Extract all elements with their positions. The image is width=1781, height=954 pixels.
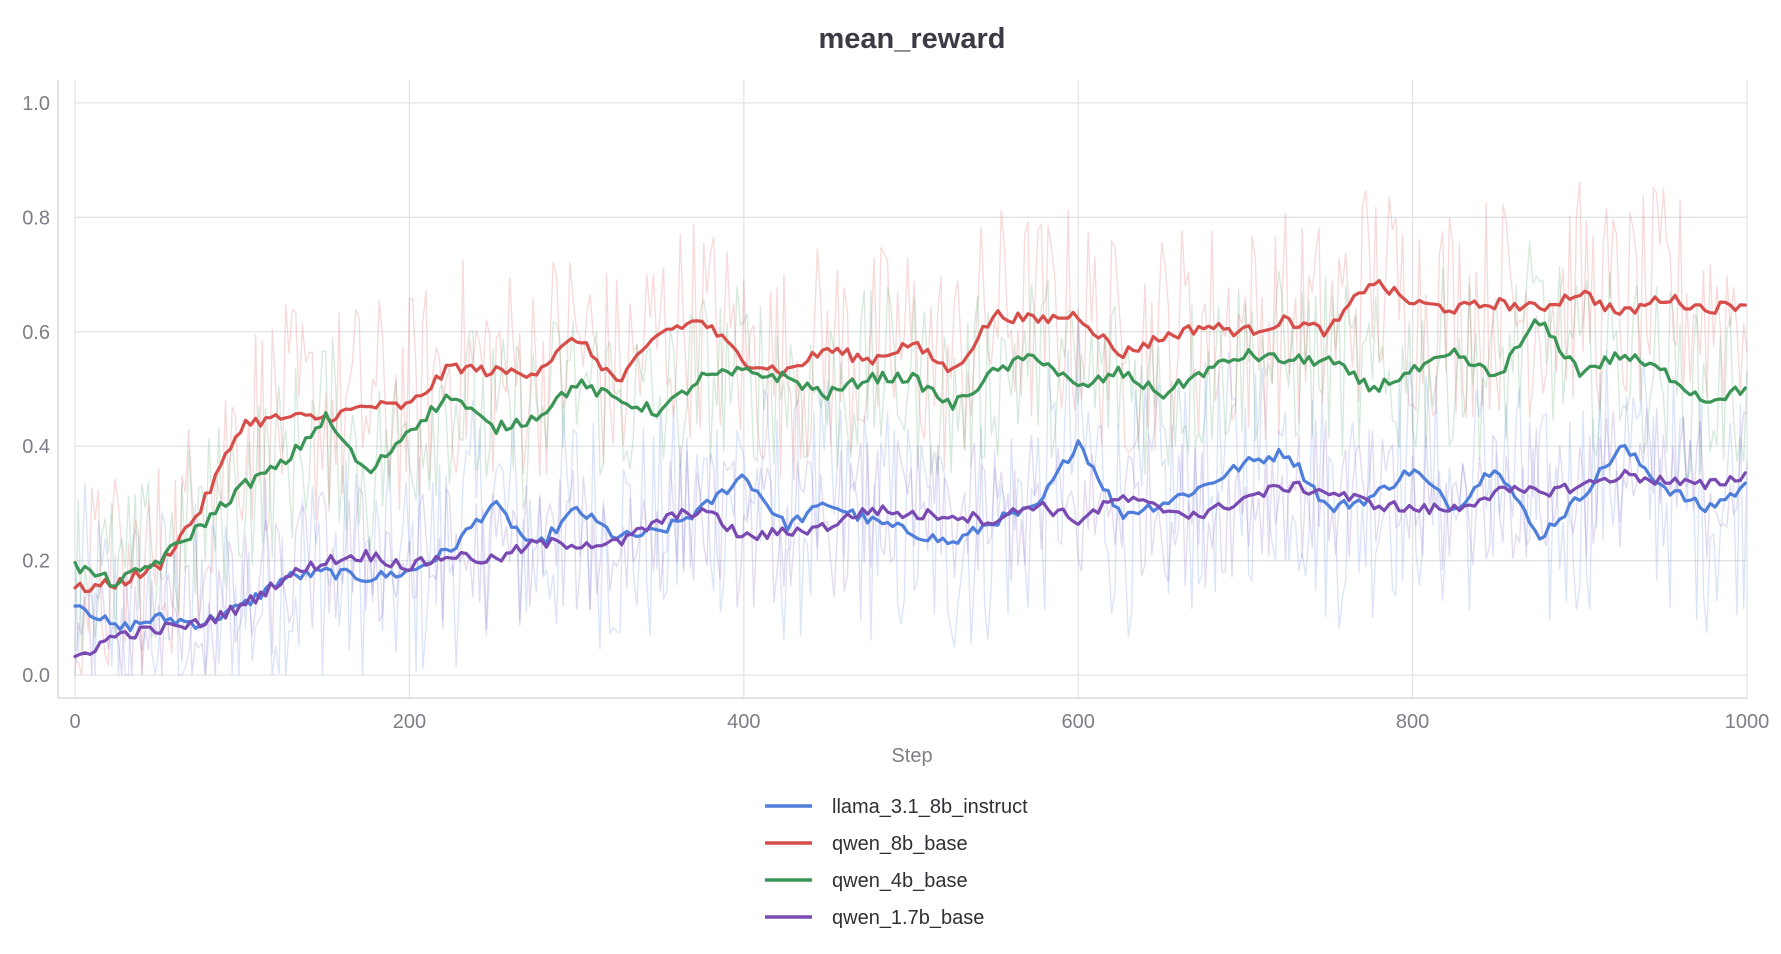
x-tick-label: 400: [727, 711, 760, 733]
y-tick-label: 0.0: [22, 665, 50, 687]
legend-label: qwen_1.7b_base: [832, 907, 984, 929]
series-line-qwen_8b_base: [73, 279, 1747, 594]
x-tick-label: 800: [1396, 711, 1429, 733]
y-tick-label: 1.0: [22, 93, 50, 115]
x-tick-label: 0: [69, 711, 80, 733]
raw-series-line: [74, 321, 1748, 676]
raw-series-line: [74, 241, 1748, 656]
axes: [57, 80, 1747, 699]
gridlines: [74, 80, 1748, 698]
raw-series-line: [74, 408, 1748, 676]
raw-series-lines: [74, 181, 1748, 676]
series-line-qwen_4b_base: [73, 318, 1747, 588]
x-tick-labels: 0 200 400 600 800 1000: [69, 711, 1769, 733]
y-tick-label: 0.6: [22, 322, 50, 344]
legend-label: llama_3.1_8b_instruct: [832, 796, 1028, 818]
legend-label: qwen_4b_base: [832, 870, 968, 892]
legend: llama_3.1_8b_instruct qwen_8b_base qwen_4b…: [765, 796, 1028, 929]
series-lines: [73, 279, 1747, 659]
x-tick-label: 600: [1062, 711, 1095, 733]
series-line-llama_3.1_8b_instruct: [73, 439, 1747, 633]
x-axis-label: Step: [891, 745, 932, 767]
raw-series-line: [74, 181, 1748, 676]
legend-label: qwen_8b_base: [832, 833, 968, 855]
series-line-qwen_1.7b_base: [73, 468, 1747, 659]
x-tick-label: 1000: [1725, 711, 1770, 733]
y-tick-label: 0.8: [22, 207, 50, 229]
x-tick-label: 200: [393, 711, 426, 733]
y-tick-labels: 0.0 0.2 0.4 0.6 0.8 1.0: [22, 93, 50, 687]
y-tick-label: 0.4: [22, 436, 50, 458]
y-tick-label: 0.2: [22, 551, 50, 573]
chart-title: mean_reward: [819, 23, 1006, 55]
